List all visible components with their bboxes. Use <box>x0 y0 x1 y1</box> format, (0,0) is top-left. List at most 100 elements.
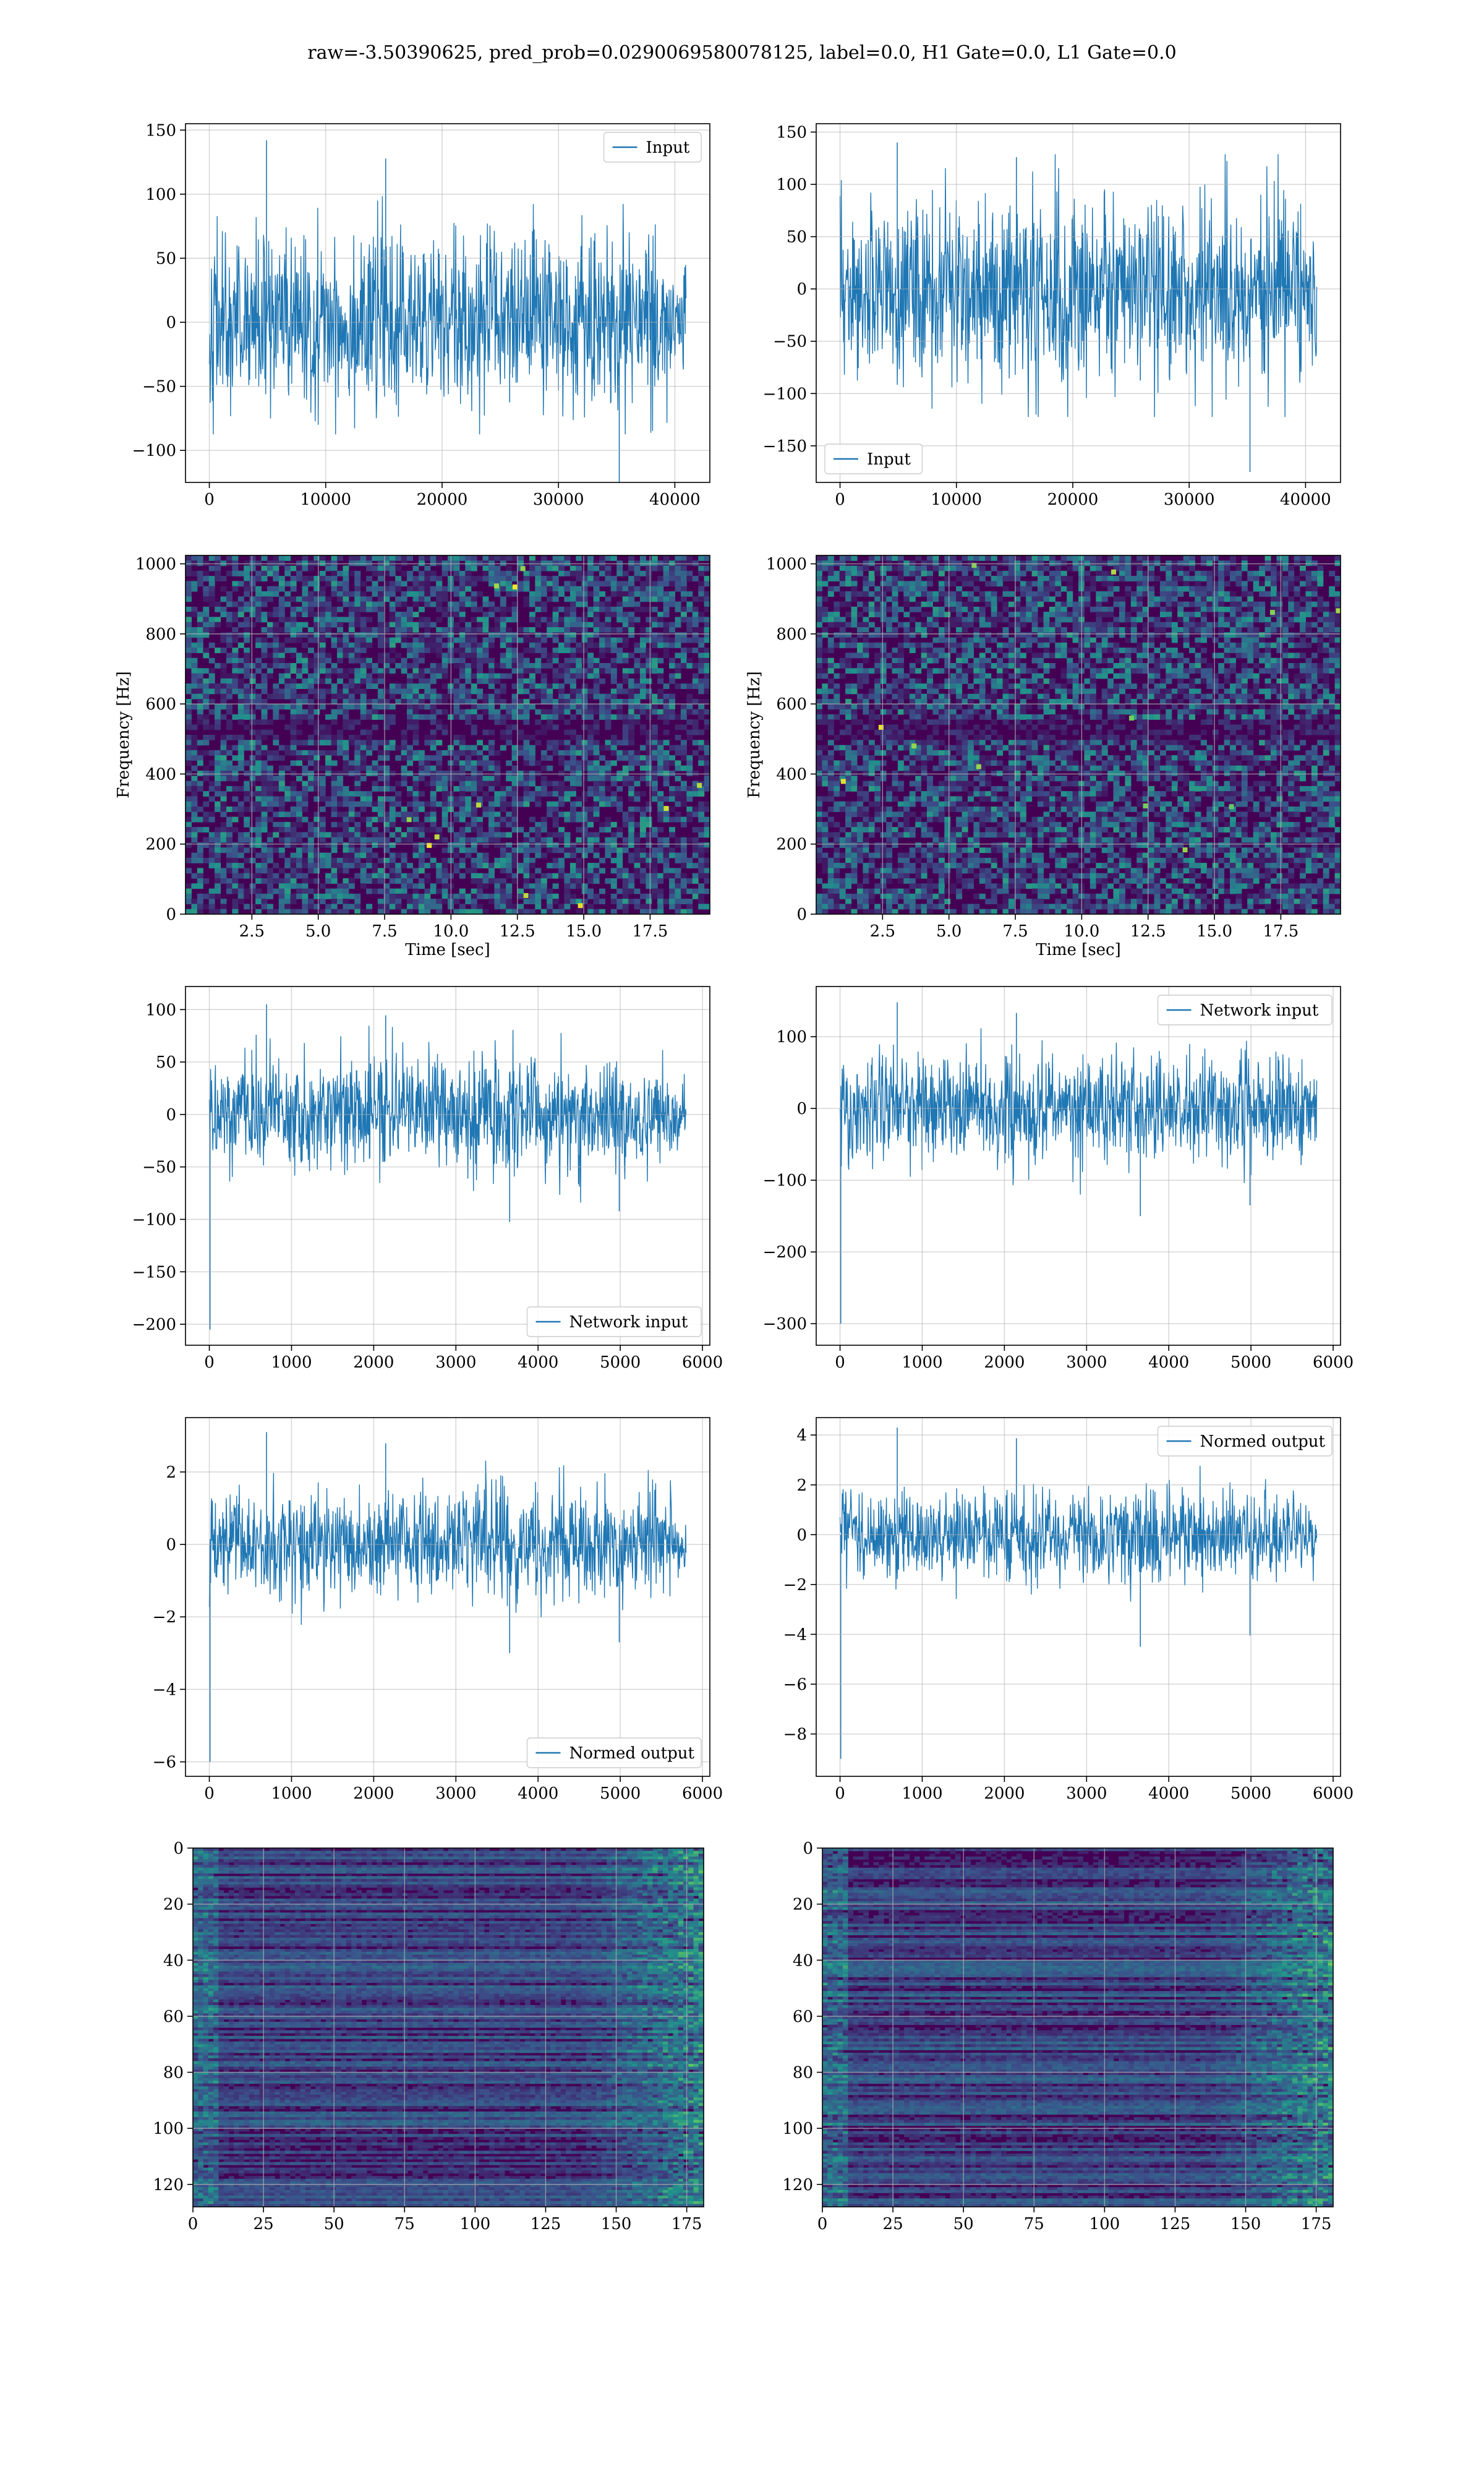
h1-normed-output-series-line <box>208 1460 687 1625</box>
x-tick-label: 2000 <box>984 1353 1025 1372</box>
heatmap-hotspot <box>578 903 583 909</box>
y-tick-label: 200 <box>776 836 807 854</box>
l1-input-plot-area <box>839 142 1318 473</box>
x-tick-label: 0 <box>835 490 845 509</box>
x-tick-label: 75 <box>394 2215 415 2233</box>
x-tick-label: 10.0 <box>1064 922 1099 941</box>
h1-network-input-legend: Network input <box>526 1306 702 1337</box>
x-tick-label: 40000 <box>649 490 701 509</box>
x-tick-label: 2.5 <box>870 922 895 941</box>
x-tick-label: 5000 <box>600 1353 641 1372</box>
x-tick-label: 3000 <box>435 1353 476 1372</box>
x-tick-label: 20000 <box>417 490 468 509</box>
y-tick-label: 40 <box>163 1951 184 1970</box>
y-axis-label: Frequency [Hz] <box>114 671 133 798</box>
heatmap-hotspot <box>1269 610 1275 615</box>
y-tick-label: 600 <box>776 695 807 714</box>
y-tick-label: −100 <box>763 385 807 403</box>
y-tick-label: 50 <box>156 1053 176 1072</box>
x-tick-label: 5.0 <box>305 922 331 941</box>
l1-network-input-plot-area <box>839 1002 1318 1324</box>
heatmap-cells <box>193 1848 704 2207</box>
h1-normed-output-plot-area <box>208 1432 687 1762</box>
heatmap-hotspot <box>697 782 702 788</box>
l1-network-input-series-line <box>839 1028 1318 1195</box>
l1-normed-output-plot-area <box>839 1427 1318 1759</box>
h1-input-legend: Input <box>603 132 702 163</box>
y-tick-label: 400 <box>776 765 807 784</box>
y-tick-label: 4 <box>796 1426 807 1445</box>
x-tick-label: 4000 <box>1148 1353 1189 1372</box>
y-tick-label: −50 <box>773 333 807 351</box>
x-tick-label: 50 <box>953 2215 974 2233</box>
x-tick-label: 5000 <box>600 1784 641 1803</box>
y-tick-label: 120 <box>153 2176 184 2194</box>
y-tick-label: 0 <box>796 280 807 299</box>
l1-feature-map-plot-area <box>822 1848 1333 2207</box>
heatmap-hotspot <box>476 802 482 808</box>
x-tick-label: 12.5 <box>500 922 535 941</box>
x-tick-label: 175 <box>672 2215 702 2233</box>
x-tick-label: 30000 <box>1164 490 1215 509</box>
x-tick-label: 1000 <box>902 1353 942 1372</box>
heatmap-hotspot <box>523 892 529 898</box>
h1-normed-output-grid <box>186 1418 710 1776</box>
x-tick-label: 1000 <box>902 1784 942 1803</box>
heatmap-hotspot <box>1336 608 1341 614</box>
y-tick-label: 0 <box>166 1106 176 1124</box>
y-tick-label: 600 <box>145 695 176 714</box>
x-axis-label: Time [sec] <box>1036 941 1121 959</box>
x-tick-label: 0 <box>188 2215 198 2233</box>
y-tick-label: 0 <box>803 1839 813 1858</box>
l1-normed-output-chart: 0 1000 2000 3000 4000 5000 6000 −8 −6 −4 −2 0 2 4 Norm… <box>783 1417 1354 1803</box>
x-tick-label: 30000 <box>533 490 584 509</box>
legend-label: Network input <box>569 1313 688 1332</box>
y-tick-label: −2 <box>783 1576 807 1594</box>
l1-network-input-axes-frame <box>816 986 1341 1346</box>
x-tick-label: 0 <box>204 1353 215 1372</box>
y-tick-label: 100 <box>145 186 176 204</box>
x-tick-label: 100 <box>1090 2215 1120 2233</box>
y-tick-label: 50 <box>787 228 807 247</box>
x-tick-label: 25 <box>883 2215 903 2233</box>
y-tick-label: 0 <box>173 1839 184 1858</box>
h1-network-input-chart: 0 1000 2000 3000 4000 5000 6000−200−150−100−50… <box>132 986 723 1372</box>
x-tick-label: 0 <box>835 1353 845 1372</box>
x-tick-label: 20000 <box>1047 490 1099 509</box>
x-tick-label: 150 <box>601 2215 632 2233</box>
y-tick-label: −6 <box>153 1753 176 1772</box>
x-tick-label: 1000 <box>271 1784 312 1803</box>
h1-normed-output-chart: 0 1000 2000 3000 4000 5000 6000 −6 −4 −2 0 2 Normed … <box>153 1417 723 1803</box>
x-tick-label: 5000 <box>1230 1784 1271 1803</box>
y-tick-label: −300 <box>763 1315 807 1333</box>
y-tick-label: 1000 <box>766 555 807 574</box>
legend-label: Network input <box>1200 1001 1319 1020</box>
heatmap-hotspot <box>512 584 518 590</box>
x-tick-label: 0 <box>817 2215 828 2233</box>
y-tick-label: 0 <box>796 1526 807 1544</box>
x-tick-label: 2.5 <box>239 922 265 941</box>
figure-title: raw=-3.50390625, pred_prob=0.02900695800… <box>0 42 1484 64</box>
x-tick-label: 0 <box>204 1784 215 1803</box>
x-tick-label: 3000 <box>1066 1353 1107 1372</box>
y-tick-label: 0 <box>166 1536 176 1554</box>
y-tick-label: 150 <box>145 121 176 140</box>
y-tick-label: 40 <box>793 1951 813 1970</box>
x-tick-label: 175 <box>1301 2215 1332 2233</box>
l1-spectrogram-plot-area <box>816 555 1341 914</box>
x-tick-label: 5.0 <box>936 922 962 941</box>
y-tick-label: −50 <box>142 378 176 396</box>
heatmap-hotspot <box>878 724 884 730</box>
y-tick-label: 60 <box>793 2008 813 2026</box>
x-tick-label: 150 <box>1230 2215 1261 2233</box>
y-tick-label: −150 <box>763 437 807 456</box>
h1-feature-map-plot-area <box>193 1848 704 2207</box>
heatmap-hotspot <box>406 817 412 823</box>
h1-normed-output-spikes <box>266 1432 620 1653</box>
x-tick-label: 75 <box>1024 2215 1044 2233</box>
y-tick-label: −8 <box>783 1726 807 1744</box>
x-tick-label: 15.0 <box>1196 922 1232 941</box>
heatmap-hotspot <box>1128 716 1134 721</box>
heatmap-hotspot <box>840 779 846 784</box>
